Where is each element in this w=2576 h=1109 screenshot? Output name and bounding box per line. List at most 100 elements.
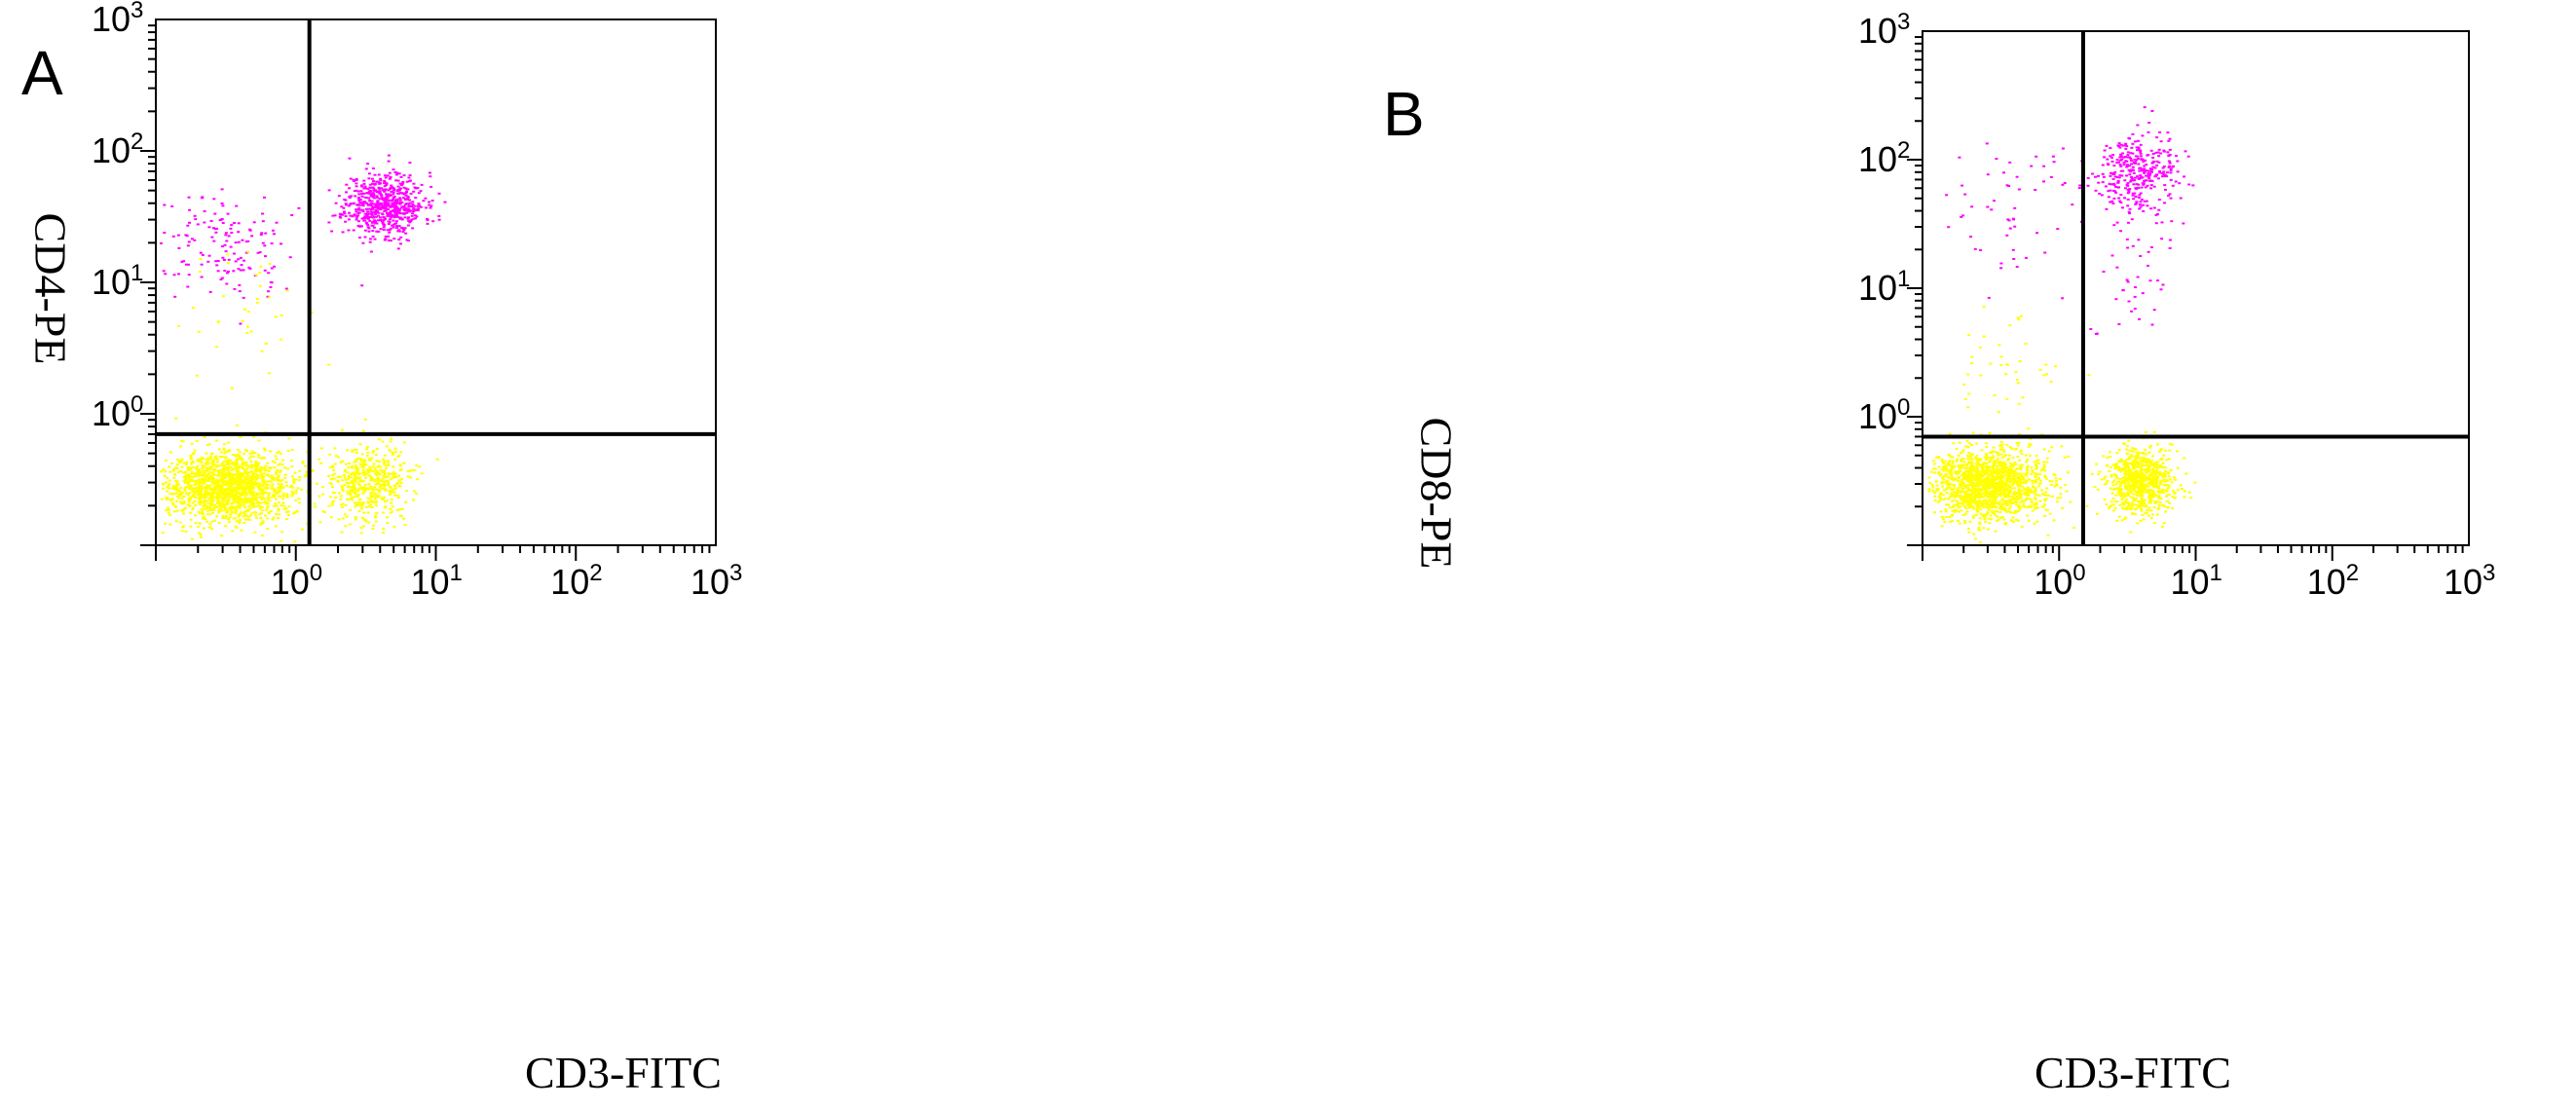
event-dot xyxy=(341,231,345,234)
event-dot xyxy=(383,487,386,490)
event-dot xyxy=(2063,182,2067,184)
event-dot xyxy=(262,478,266,481)
event-dot xyxy=(240,529,243,532)
event-dot xyxy=(346,498,350,500)
event-dot xyxy=(2035,464,2038,467)
event-dot xyxy=(2013,474,2017,477)
event-dot xyxy=(251,474,255,477)
event-dot xyxy=(227,521,231,524)
event-dot xyxy=(1975,466,1979,469)
event-dot xyxy=(267,290,271,293)
event-dot xyxy=(386,174,390,177)
event-dot xyxy=(220,481,224,484)
event-dot xyxy=(406,196,410,199)
event-dot xyxy=(1984,500,1988,503)
event-dot xyxy=(2034,507,2037,510)
event-dot xyxy=(2007,458,2011,460)
event-dot xyxy=(232,252,236,255)
event-dot xyxy=(301,461,305,462)
event-dot xyxy=(260,505,264,508)
event-dot xyxy=(348,492,352,495)
event-dot xyxy=(208,495,212,498)
event-dot xyxy=(227,270,230,273)
event-dot xyxy=(187,240,191,243)
event-dot xyxy=(192,494,195,497)
event-dot xyxy=(390,472,393,475)
event-dot xyxy=(355,177,358,180)
event-dot xyxy=(2011,465,2015,468)
event-dot xyxy=(404,187,408,190)
event-dot xyxy=(2000,516,2004,519)
event-dot xyxy=(2026,486,2030,489)
event-dot xyxy=(2110,160,2114,163)
event-dot xyxy=(202,527,205,530)
event-dot xyxy=(437,215,441,217)
event-dot xyxy=(238,496,241,499)
event-dot xyxy=(216,499,220,501)
event-dot xyxy=(2158,169,2161,172)
event-dot xyxy=(1948,506,1952,509)
event-dot xyxy=(331,214,335,217)
event-dot xyxy=(239,512,243,515)
event-dot xyxy=(2160,221,2164,224)
event-dot xyxy=(2035,501,2038,504)
event-dot xyxy=(388,231,392,234)
event-dot xyxy=(394,204,398,207)
event-dot xyxy=(2015,175,2019,178)
event-dot xyxy=(297,498,301,500)
event-dot xyxy=(2175,155,2178,157)
event-dot xyxy=(249,330,253,333)
event-dot xyxy=(2002,482,2006,485)
event-dot xyxy=(1958,522,1961,525)
event-dot xyxy=(2006,467,2010,470)
event-dot xyxy=(378,473,382,476)
event-dot xyxy=(2033,522,2036,525)
event-dot xyxy=(2034,189,2037,191)
event-dot xyxy=(270,480,274,483)
event-dot xyxy=(2048,480,2052,483)
event-dot xyxy=(2008,472,2012,475)
event-dot xyxy=(392,476,396,478)
event-dot xyxy=(2000,465,2004,467)
event-dot xyxy=(277,474,280,477)
event-dot xyxy=(339,495,343,498)
event-dot xyxy=(236,454,240,457)
event-dot xyxy=(1986,483,1990,486)
event-dot xyxy=(396,456,400,458)
event-dot xyxy=(253,511,257,514)
event-dot xyxy=(1948,464,1951,467)
event-dot xyxy=(2010,520,2013,522)
event-dot xyxy=(359,199,363,201)
event-dot xyxy=(199,536,203,538)
event-dot xyxy=(2160,238,2164,240)
event-dot xyxy=(1999,508,2003,511)
event-dot xyxy=(267,480,271,483)
event-dot xyxy=(256,251,260,254)
event-dot xyxy=(258,271,262,274)
event-dot xyxy=(2006,469,2010,471)
event-dot xyxy=(208,513,212,516)
event-dot xyxy=(363,202,367,204)
event-dot xyxy=(394,201,398,203)
event-dot xyxy=(2143,170,2147,173)
event-dot xyxy=(182,500,186,503)
event-dot xyxy=(367,227,371,230)
event-dot xyxy=(280,483,283,486)
event-dot xyxy=(211,512,214,514)
event-dot xyxy=(1989,457,1993,459)
event-dot xyxy=(352,471,355,474)
event-dot xyxy=(378,181,382,184)
event-dot xyxy=(1977,505,1981,508)
event-dot xyxy=(261,475,264,477)
event-dot xyxy=(396,494,400,497)
event-dot xyxy=(2024,256,2028,259)
event-dot xyxy=(405,211,409,214)
event-dot xyxy=(332,499,336,502)
event-dot xyxy=(263,449,267,452)
event-dot xyxy=(379,228,383,231)
event-dot xyxy=(1992,482,1996,485)
event-dot xyxy=(305,470,309,473)
event-dot xyxy=(205,488,209,491)
event-dot xyxy=(384,176,388,179)
event-dot xyxy=(404,192,408,195)
